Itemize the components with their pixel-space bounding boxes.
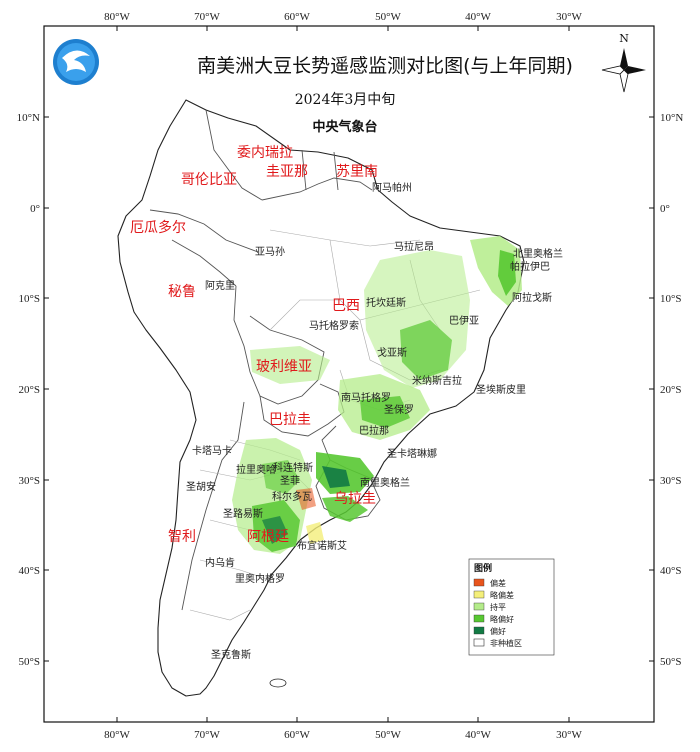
legend: 图例 偏差 略偏差 持平 略偏好 偏好 非种植区 <box>468 558 555 656</box>
legend-label: 持平 <box>490 602 506 612</box>
country-borders <box>149 109 381 611</box>
country-label: 玻利维亚 <box>256 359 312 375</box>
north-arrow-icon <box>601 48 646 93</box>
country-label: 委内瑞拉 <box>237 145 293 161</box>
left-lat-label: 30°S <box>18 475 40 487</box>
place-label: 巴伊亚 <box>449 315 479 327</box>
top-ticks <box>44 26 654 722</box>
crop-area-argentina <box>232 438 324 554</box>
bottom-lon-label: 40°W <box>465 729 491 741</box>
bottom-lon-label: 50°W <box>375 729 401 741</box>
place-label: 巴拉那 <box>359 424 389 437</box>
legend-swatch <box>473 638 485 647</box>
continent-outline <box>117 99 525 697</box>
place-label: 拉里奥哈 <box>236 463 276 476</box>
country-label: 智利 <box>168 529 196 545</box>
left-lat-label: 10°S <box>18 293 40 305</box>
country-label: 苏里南 <box>336 164 378 180</box>
legend-swatch <box>473 578 485 587</box>
left-lat-label: 40°S <box>18 565 40 577</box>
country-label: 厄瓜多尔 <box>130 219 186 236</box>
place-label: 托坎廷斯 <box>366 296 406 309</box>
place-label: 亚马孙 <box>255 245 285 258</box>
bottom-lon-label: 80°W <box>104 729 130 741</box>
crop-area-brazil-central <box>250 250 470 388</box>
legend-label: 偏差 <box>490 578 506 588</box>
legend-swatch <box>473 590 485 599</box>
legend-title: 图例 <box>474 562 492 574</box>
country-label: 秘鲁 <box>168 284 196 300</box>
left-lat-label: 10°N <box>17 112 40 124</box>
left-lat-label: 50°S <box>18 656 40 668</box>
right-lat-label: 10°N <box>660 112 683 124</box>
place-label: 阿拉戈斯 <box>512 291 552 304</box>
place-label: 米纳斯吉拉 <box>412 374 462 387</box>
north-label: N <box>619 32 629 45</box>
place-label: 圣克鲁斯 <box>211 648 251 661</box>
place-label: 卡塔马卡 <box>192 444 232 457</box>
top-lon-label: 50°W <box>375 11 401 23</box>
crop-area-brazil-south <box>316 374 430 494</box>
bottom-lon-label: 30°W <box>556 729 582 741</box>
place-label: 阿克里 <box>205 280 235 292</box>
place-label: 圣胡安 <box>186 480 216 493</box>
place-label: 圣卡塔琳娜 <box>387 447 437 460</box>
top-lon-label: 70°W <box>194 11 220 23</box>
map-title: 南美洲大豆长势遥感监测对比图(与上年同期) <box>197 55 573 77</box>
country-label: 哥伦比亚 <box>181 172 237 188</box>
country-label: 巴拉圭 <box>269 412 311 428</box>
left-lat-label: 20°S <box>18 384 40 396</box>
bottom-lon-label: 60°W <box>284 729 310 741</box>
place-label: 圣菲 <box>280 475 300 487</box>
cma-logo-icon <box>53 39 99 85</box>
top-lon-label: 30°W <box>556 11 582 23</box>
right-lat-label: 20°S <box>660 384 682 396</box>
place-label: 帕拉伊巴 <box>510 260 550 273</box>
place-label: 南里奥格兰 <box>360 476 410 489</box>
place-label: 北里奥格兰 <box>513 247 563 260</box>
place-label: 南马托格罗 <box>341 391 391 404</box>
falkland-islands <box>269 678 287 688</box>
country-label: 阿根廷 <box>247 529 289 545</box>
top-lon-label: 60°W <box>284 11 310 23</box>
place-label: 内乌肯 <box>205 556 235 569</box>
top-lon-label: 40°W <box>465 11 491 23</box>
bottom-lon-label: 70°W <box>194 729 220 741</box>
legend-label: 偏好 <box>490 626 506 636</box>
right-lat-label: 50°S <box>660 656 682 668</box>
right-lat-label: 10°S <box>660 293 682 305</box>
right-lat-label: 30°S <box>660 475 682 487</box>
crop-area-uruguay <box>322 496 368 522</box>
legend-label: 非种植区 <box>490 638 522 648</box>
place-label: 圣路易斯 <box>223 507 263 520</box>
legend-label: 略偏好 <box>490 614 514 624</box>
left-lat-label: 0° <box>30 203 40 215</box>
place-label: 科尔多瓦 <box>272 490 312 503</box>
right-lat-label: 0° <box>660 203 670 215</box>
place-label: 戈亚斯 <box>377 346 407 359</box>
top-lon-label: 80°W <box>104 11 130 23</box>
country-label: 巴西 <box>332 298 360 314</box>
place-label: 马托格罗索 <box>309 319 359 332</box>
place-label: 布宜诺斯艾 <box>297 539 347 552</box>
legend-swatch <box>473 614 485 623</box>
place-label: 圣埃斯皮里 <box>476 383 526 396</box>
crop-area-brazil-northeast <box>470 236 522 306</box>
place-label: 里奥内格罗 <box>235 572 285 585</box>
country-label: 乌拉圭 <box>334 491 376 507</box>
right-lat-label: 40°S <box>660 565 682 577</box>
legend-label: 略偏差 <box>490 590 514 600</box>
place-label: 科连特斯 <box>273 461 313 474</box>
agency-name: 中央气象台 <box>312 119 377 135</box>
legend-swatch <box>473 626 485 635</box>
country-label: 圭亚那 <box>266 164 308 180</box>
map-date: 2024年3月中旬 <box>295 92 396 108</box>
place-label: 阿马帕州 <box>372 181 412 194</box>
legend-swatch <box>473 602 485 611</box>
place-label: 马拉尼昂 <box>394 240 434 253</box>
place-label: 圣保罗 <box>384 403 414 416</box>
